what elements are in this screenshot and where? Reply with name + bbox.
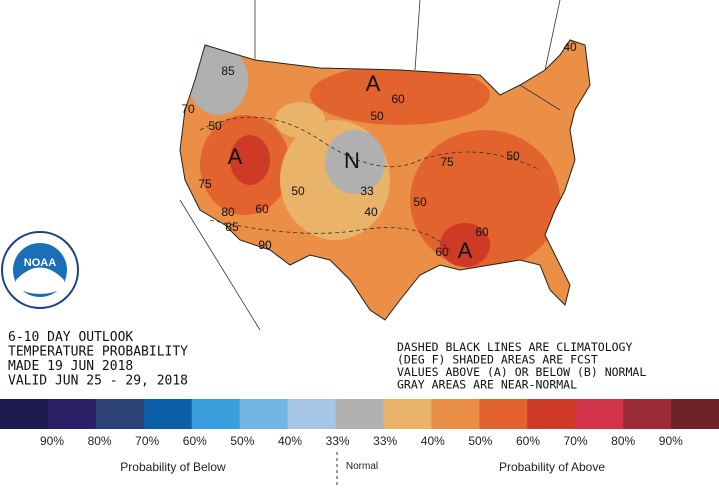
map-label: 60 — [435, 245, 449, 259]
legend-caption: Probability of Below — [120, 460, 226, 474]
legend-label: 40% — [421, 434, 445, 448]
map-label: 70 — [181, 102, 195, 116]
legend-swatch — [239, 399, 289, 429]
map-label: 85 — [221, 64, 235, 78]
legend-label: 90% — [659, 434, 683, 448]
title-line: 6-10 DAY OUTLOOK — [8, 330, 133, 345]
map-label: 50 — [370, 109, 384, 123]
legend-label: 70% — [564, 434, 588, 448]
legend-swatch — [95, 399, 145, 429]
legend-swatch — [527, 399, 576, 429]
legend-swatch — [191, 399, 241, 429]
legend-swatch — [575, 399, 624, 429]
legend-caption: Normal — [346, 461, 378, 472]
near-normal — [325, 130, 385, 194]
map-label: 75 — [440, 155, 454, 169]
map-label: 40 — [563, 40, 577, 54]
map-label: 90 — [258, 238, 272, 252]
legend-swatch — [479, 399, 528, 429]
legend-label: 90% — [40, 434, 64, 448]
legend-swatch — [287, 399, 337, 429]
legend-label: 70% — [135, 434, 159, 448]
map-label: A — [458, 238, 473, 263]
map-label: 80 — [221, 205, 235, 219]
map-label: 60 — [475, 225, 489, 239]
map-label: 60 — [391, 92, 405, 106]
legend-swatch — [383, 399, 432, 429]
legend-label: 80% — [611, 434, 635, 448]
title-line: VALID JUN 25 - 29, 2018 — [8, 374, 188, 389]
map-label: 60 — [255, 202, 269, 216]
noaa-logo: NOAA — [1, 231, 79, 309]
legend-label: 50% — [230, 434, 254, 448]
shade — [230, 135, 270, 185]
map-label: 50 — [208, 119, 222, 133]
note-line: (DEG F) SHADED AREAS ARE FCST — [397, 353, 598, 367]
legend-swatch — [431, 399, 480, 429]
us-outline — [179, 39, 591, 321]
logo-text: NOAA — [24, 257, 56, 269]
legend-swatch — [0, 399, 49, 429]
legend-label: 50% — [468, 434, 492, 448]
legend-label: 33% — [373, 434, 397, 448]
legend-label: 80% — [88, 434, 112, 448]
shade — [310, 65, 490, 125]
title-line: MADE 19 JUN 2018 — [8, 359, 133, 374]
map-label: 33 — [360, 184, 374, 198]
map-label: 40 — [364, 205, 378, 219]
legend-swatch — [47, 399, 97, 429]
map-label: 50 — [506, 149, 520, 163]
map-label: A — [228, 144, 243, 169]
shade — [440, 223, 490, 267]
legend-label: 60% — [516, 434, 540, 448]
legend-swatch — [143, 399, 193, 429]
near-normal — [188, 45, 248, 115]
map-label: 50 — [291, 184, 305, 198]
legend-label: 60% — [183, 434, 207, 448]
legend-caption: Probability of Above — [499, 460, 605, 474]
legend-swatch — [335, 399, 384, 429]
map-label: 75 — [198, 177, 212, 191]
note-line: VALUES ABOVE (A) OR BELOW (B) NORMAL — [397, 365, 646, 379]
borders — [179, 0, 561, 331]
map-label: A — [366, 71, 381, 96]
legend-label: 40% — [278, 434, 302, 448]
note-line: DASHED BLACK LINES ARE CLIMATOLOGY — [397, 340, 632, 354]
legend-swatch — [671, 399, 719, 429]
map-label: 50 — [413, 195, 427, 209]
map-label: N — [344, 148, 360, 173]
legend-label: 33% — [326, 434, 350, 448]
climatology-lines — [199, 116, 541, 251]
note-line: GRAY AREAS ARE NEAR-NORMAL — [397, 378, 577, 392]
title-line: TEMPERATURE PROBABILITY — [8, 345, 188, 360]
map-label: 85 — [225, 220, 239, 234]
shade — [275, 102, 325, 138]
legend-swatch — [623, 399, 672, 429]
